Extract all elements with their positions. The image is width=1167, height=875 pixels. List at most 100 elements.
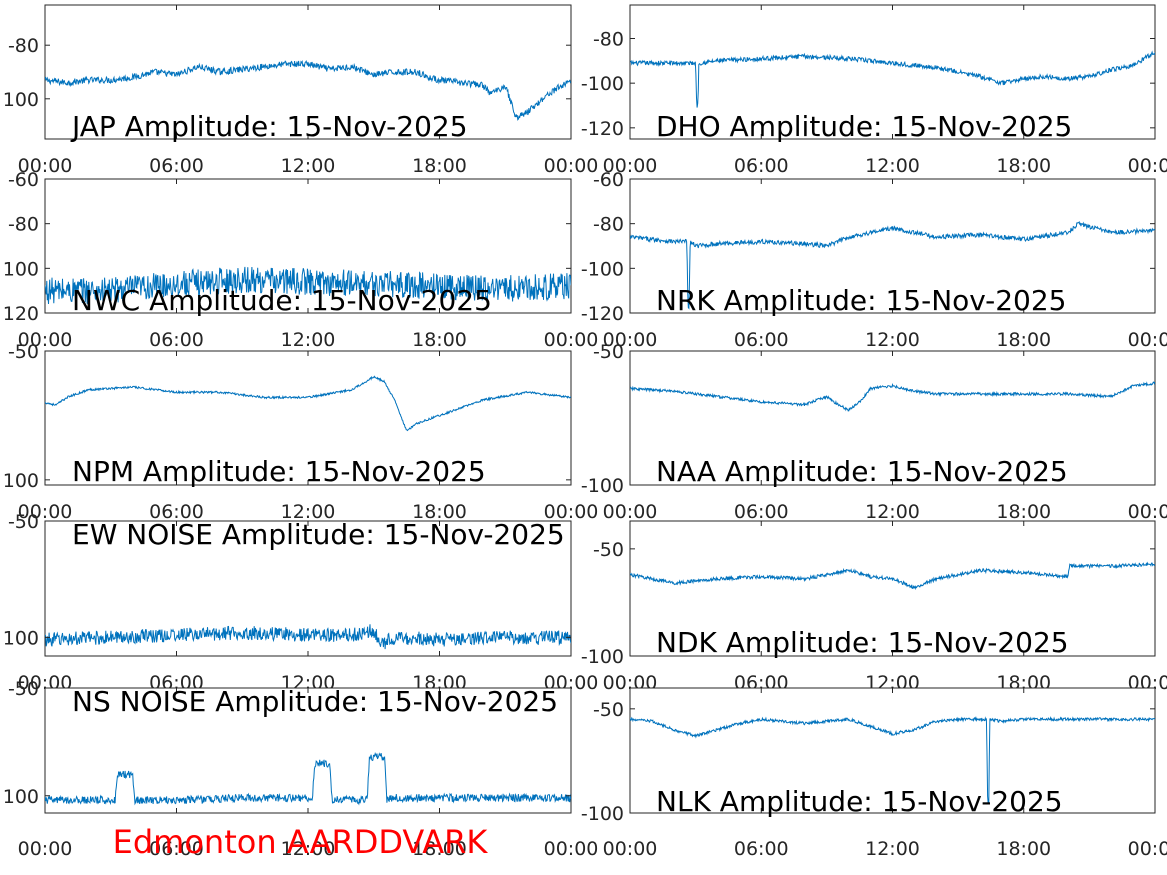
x-tick-label: 00:00	[1128, 838, 1167, 860]
x-tick-label: 18:00	[412, 501, 467, 523]
x-tick-label: 00:00	[1128, 329, 1167, 351]
x-tick-label: 18:00	[996, 155, 1051, 177]
x-tick-label: 06:00	[149, 329, 204, 351]
series-line	[630, 220, 1155, 310]
y-tick-label: 100	[3, 786, 39, 808]
x-tick-label: 06:00	[734, 838, 789, 860]
x-tick-label: 00:00	[18, 838, 73, 860]
plot-frame	[629, 520, 1156, 657]
y-tick-label: 100	[3, 89, 39, 111]
x-tick-label: 00:00	[603, 838, 658, 860]
x-tick-label: 06:00	[149, 501, 204, 523]
series-line	[45, 624, 571, 650]
y-tick-label: -60	[593, 169, 624, 191]
panel-title: JAP Amplitude: 15-Nov-2025	[70, 110, 468, 143]
y-tick-label: -120	[581, 303, 624, 325]
y-tick-label: -50	[8, 511, 39, 533]
y-tick-label: -100	[581, 646, 624, 668]
plot-frame	[629, 178, 1156, 314]
x-tick-label: 00:00	[1128, 501, 1167, 523]
x-tick-label: 18:00	[996, 838, 1051, 860]
series-line	[45, 59, 571, 121]
x-tick-label: 18:00	[412, 329, 467, 351]
x-tick-label: 12:00	[865, 838, 920, 860]
y-tick-label: -100	[581, 258, 624, 280]
y-tick-label: -50	[593, 539, 624, 561]
series-line	[45, 751, 571, 806]
plot-frame	[629, 687, 1156, 814]
y-tick-label: -80	[8, 35, 39, 57]
x-tick-label: 06:00	[734, 155, 789, 177]
panel-title: NPM Amplitude: 15-Nov-2025	[72, 455, 486, 488]
panel-title: NRK Amplitude: 15-Nov-2025	[656, 284, 1066, 317]
panel-nwc: 00:00 06:00 12:00 18:00 00:00 -60 -80 100 120 NWC…	[3, 169, 599, 351]
y-tick-label: -50	[593, 699, 624, 721]
x-tick-label: 00:00	[544, 155, 599, 177]
x-tick-label: 12:00	[281, 501, 336, 523]
y-tick-label: -120	[581, 118, 624, 140]
x-tick-label: 12:00	[865, 329, 920, 351]
series-line	[630, 381, 1155, 412]
panel-jap: 00:00 06:00 12:00 18:00 00:00 -80 100 JAP Ampli…	[3, 4, 599, 177]
y-tick-label: -80	[8, 214, 39, 236]
series-line	[630, 50, 1155, 108]
x-tick-label: 00:00	[18, 329, 73, 351]
y-tick-label: -80	[593, 214, 624, 236]
y-tick-label: -100	[581, 475, 624, 497]
y-tick-label: 100	[3, 258, 39, 280]
panel-naa: 00:00 06:00 12:00 18:00 00:00 -50 -100 NAA Ampl…	[581, 341, 1167, 523]
y-tick-label: 120	[3, 303, 39, 325]
plot-frame	[629, 4, 1156, 140]
y-tick-label: 100	[3, 627, 39, 649]
y-tick-label: -80	[593, 29, 624, 51]
x-tick-label: 00:00	[544, 838, 599, 860]
x-tick-label: 12:00	[281, 155, 336, 177]
x-tick-label: 06:00	[149, 838, 204, 860]
x-tick-label: 18:00	[996, 329, 1051, 351]
x-tick-label: 12:00	[865, 501, 920, 523]
x-tick-label: 18:00	[412, 838, 467, 860]
series-line	[630, 561, 1155, 591]
x-tick-label: 06:00	[149, 155, 204, 177]
series-line	[45, 266, 571, 305]
y-tick-label: -60	[8, 169, 39, 191]
x-tick-label: 12:00	[281, 329, 336, 351]
plot-frame	[44, 350, 572, 486]
footer-label: Edmonton AARDDVARK	[113, 823, 489, 861]
x-tick-label: 00:00	[1128, 155, 1167, 177]
x-tick-label: 00:00	[603, 501, 658, 523]
series-line	[45, 375, 571, 432]
panel-title: NAA Amplitude: 15-Nov-2025	[656, 455, 1068, 488]
panel-ns-noise: 00:00 06:00 12:00 18:00 00:00 -50 100 NS NOISE …	[3, 678, 599, 860]
x-tick-label: 00:00	[18, 501, 73, 523]
x-tick-label: 00:00	[544, 501, 599, 523]
panel-title: NLK Amplitude: 15-Nov-2025	[656, 785, 1063, 818]
series-line	[630, 715, 1155, 805]
x-tick-label: 06:00	[734, 501, 789, 523]
panel-nrk: 00:00 06:00 12:00 18:00 00:00 -60 -80 -100 -120 N…	[581, 169, 1167, 351]
panel-title: NDK Amplitude: 15-Nov-2025	[656, 626, 1069, 659]
panel-title: NS NOISE Amplitude: 15-Nov-2025	[72, 685, 558, 718]
y-tick-label: -50	[593, 341, 624, 363]
panel-title: NWC Amplitude: 15-Nov-2025	[72, 284, 492, 317]
panel-title: EW NOISE Amplitude: 15-Nov-2025	[72, 518, 565, 551]
x-tick-label: 12:00	[865, 155, 920, 177]
panel-dho: 00:00 06:00 12:00 18:00 00:00 -80 -100 -120 DHO …	[581, 4, 1167, 177]
y-tick-label: -100	[581, 73, 624, 95]
x-tick-label: 00:00	[603, 329, 658, 351]
y-tick-label: 100	[3, 470, 39, 492]
x-tick-label: 12:00	[281, 838, 336, 860]
x-tick-label: 00:00	[544, 329, 599, 351]
y-tick-label: -50	[8, 678, 39, 700]
y-tick-label: -100	[581, 803, 624, 825]
y-tick-label: -50	[8, 341, 39, 363]
x-tick-label: 18:00	[996, 501, 1051, 523]
plot-frame	[629, 350, 1156, 486]
x-tick-label: 06:00	[734, 329, 789, 351]
x-tick-label: 00:00	[603, 155, 658, 177]
panel-title: DHO Amplitude: 15-Nov-2025	[656, 110, 1072, 143]
x-tick-label: 00:00	[18, 155, 73, 177]
